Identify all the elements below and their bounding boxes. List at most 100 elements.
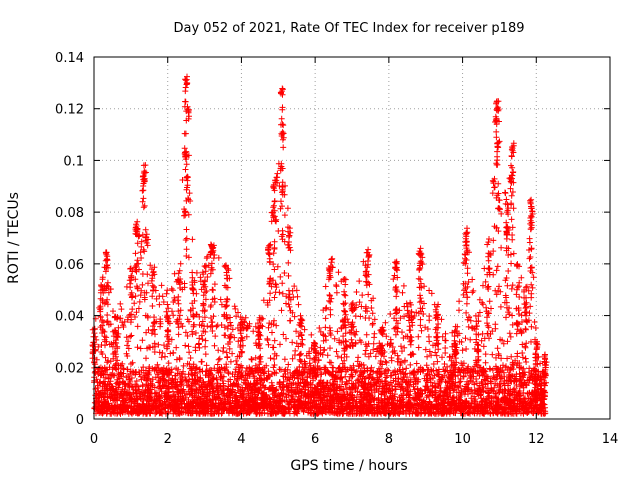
data-point: [387, 311, 394, 317]
data-point: [186, 349, 193, 356]
data-point: [504, 282, 511, 289]
data-point: [469, 289, 476, 296]
data-point: [509, 312, 516, 319]
data-point: [120, 366, 127, 373]
data-point: [317, 366, 324, 373]
data-point: [173, 344, 180, 351]
data-point: [232, 305, 239, 312]
data-point: [189, 410, 196, 417]
data-point: [225, 370, 232, 377]
data-point: [442, 330, 449, 337]
data-point: [283, 335, 289, 342]
data-point: [473, 376, 480, 382]
data-point: [143, 355, 149, 362]
data-point: [433, 352, 440, 359]
data-point: [277, 273, 284, 280]
data-point: [482, 351, 489, 358]
data-point: [157, 323, 164, 330]
data-point: [213, 323, 220, 330]
data-point: [202, 351, 209, 358]
data-point: [285, 361, 292, 368]
data-point: [216, 355, 223, 362]
data-point: [467, 336, 474, 343]
data-point: [215, 347, 222, 354]
data-point: [289, 339, 296, 346]
data-point: [498, 244, 505, 251]
data-point: [382, 319, 389, 326]
data-point: [139, 281, 146, 288]
data-point: [280, 331, 287, 338]
data-point: [442, 337, 449, 344]
data-point: [165, 360, 172, 367]
data-point: [268, 379, 275, 386]
data-point: [463, 346, 470, 352]
data-point: [243, 333, 250, 340]
data-point: [497, 303, 504, 310]
data-point: [331, 335, 338, 342]
data-point: [182, 342, 189, 349]
data-point: [140, 187, 147, 194]
data-point: [482, 359, 489, 366]
data-point: [298, 350, 304, 357]
data-point: [398, 343, 404, 350]
data-point: [269, 329, 275, 336]
data-point: [278, 307, 285, 314]
data-point: [269, 371, 275, 378]
data-point: [139, 337, 146, 344]
data-point: [507, 333, 514, 340]
data-point: [132, 250, 139, 257]
data-point: [452, 373, 459, 380]
data-point: [415, 333, 422, 340]
data-point: [456, 307, 462, 314]
data-point: [424, 353, 431, 360]
data-point: [202, 337, 209, 344]
data-point: [104, 318, 111, 325]
data-point: [203, 255, 210, 262]
data-point: [531, 319, 538, 325]
data-point: [198, 358, 205, 365]
data-point: [284, 205, 291, 212]
data-point: [142, 226, 149, 233]
data-point: [485, 409, 491, 416]
data-point: [439, 354, 445, 361]
data-point: [248, 356, 255, 362]
data-point: [185, 371, 192, 378]
data-point: [211, 281, 218, 288]
data-point: [183, 235, 190, 242]
data-point: [426, 317, 433, 324]
data-point: [231, 303, 238, 310]
data-point: [456, 298, 463, 305]
data-point: [281, 212, 288, 219]
data-point: [489, 367, 496, 374]
data-point: [382, 358, 389, 365]
data-point: [333, 289, 340, 296]
data-point: [416, 299, 423, 306]
data-point: [532, 325, 539, 331]
data-point: [270, 204, 277, 211]
data-point: [140, 204, 147, 211]
data-point: [316, 325, 323, 331]
data-point: [274, 263, 281, 270]
data-point: [362, 315, 369, 321]
data-point: [489, 351, 496, 358]
data-point: [428, 290, 435, 297]
data-point: [154, 361, 161, 368]
data-point: [149, 303, 156, 309]
data-point: [326, 359, 333, 366]
data-point: [333, 283, 340, 290]
data-point: [267, 355, 274, 362]
data-point: [281, 270, 288, 276]
data-point: [224, 295, 231, 302]
data-point: [159, 293, 166, 300]
data-point: [510, 250, 517, 257]
data-point: [185, 343, 192, 350]
data-point: [368, 364, 375, 371]
data-point: [471, 381, 478, 388]
data-point: [480, 301, 486, 308]
data-point: [400, 282, 407, 289]
data-point: [447, 390, 454, 396]
data-point: [335, 269, 342, 276]
data-point: [370, 340, 377, 347]
data-point: [425, 386, 432, 393]
data-point: [514, 350, 521, 357]
